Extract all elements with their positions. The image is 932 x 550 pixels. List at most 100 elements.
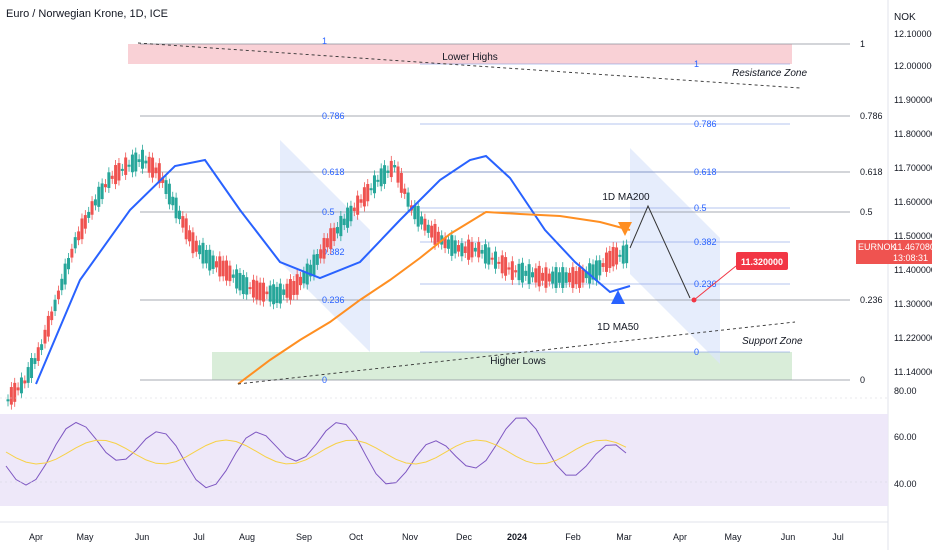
last-price-box [856, 240, 932, 264]
candle-body [292, 280, 296, 295]
candle-body [443, 237, 447, 249]
candle-body [359, 199, 363, 203]
candle-body [164, 180, 168, 195]
ma50-label: 1D MA50 [597, 322, 639, 333]
candle-body [551, 271, 555, 284]
candle-body [93, 199, 97, 206]
fib-inner-label: 0.5 [322, 207, 335, 217]
y-tick-label: 12.100000 [894, 29, 932, 39]
candle-body [497, 261, 501, 264]
candle-body [621, 245, 625, 264]
last-price-label: 11.467080 [893, 242, 932, 252]
fib-right-label: 0.618 [860, 167, 883, 177]
candle-body [369, 188, 373, 191]
candle-body [450, 235, 454, 256]
x-tick-label: Oct [349, 532, 364, 542]
candle-body [473, 247, 477, 252]
candle-body [413, 205, 417, 220]
candle-body [433, 223, 437, 245]
candle-body [265, 291, 269, 295]
candle-body [554, 267, 558, 288]
x-tick-label: Jun [781, 532, 796, 542]
candle-body [517, 263, 521, 281]
candle-body [33, 358, 37, 364]
candle-body [544, 267, 548, 288]
candle-body [601, 263, 605, 267]
candle-body [420, 216, 424, 225]
candle-body [342, 218, 346, 226]
rsi-band [0, 414, 888, 506]
y-tick-label: 11.700000 [894, 163, 932, 173]
candle-body [362, 187, 366, 207]
chart-title: Euro / Norwegian Krone, 1D, ICE [6, 8, 169, 20]
trendlines [137, 42, 801, 385]
candle-body [406, 192, 410, 207]
candle-body [225, 260, 229, 281]
candle-body [352, 207, 356, 212]
candle-body [214, 261, 218, 268]
candle-body [171, 196, 175, 206]
candle-body [188, 230, 192, 242]
candle-body [201, 242, 205, 264]
candle-body [547, 273, 551, 282]
candle-body [275, 286, 279, 303]
candle-body [571, 267, 575, 288]
candle-body [520, 262, 524, 283]
candle-body [56, 290, 60, 300]
candle-body [480, 249, 484, 254]
candle-body [50, 311, 54, 321]
candle-body [117, 163, 121, 181]
y-tick-label: 11.400000 [894, 265, 932, 275]
ma200-label: 1D MA200 [602, 192, 650, 203]
candle-body [198, 245, 202, 255]
candle-body [77, 231, 81, 241]
countdown-label: 13:08:31 [893, 253, 928, 263]
candle-body [366, 184, 370, 202]
candle-body [248, 287, 252, 290]
candle-body [389, 160, 393, 178]
fib-right-label: 0.786 [860, 111, 883, 121]
candle-body [124, 157, 128, 175]
candle-body [386, 170, 390, 173]
candle-body [319, 249, 323, 259]
candle-body [329, 228, 333, 249]
candle-body [615, 247, 619, 265]
target-connector [693, 265, 737, 301]
rsi-tick-label: 80.00 [894, 386, 917, 396]
candle-body [221, 260, 225, 277]
fib-proj-label: 0.382 [694, 237, 717, 247]
candle-body [530, 272, 534, 278]
candle-body [483, 244, 487, 264]
candle-body [490, 257, 494, 260]
candles [6, 144, 629, 410]
ma50-line [35, 154, 631, 385]
candle-body [262, 282, 266, 302]
candle-body [534, 268, 538, 283]
fib-proj-label: 0.5 [694, 203, 707, 213]
candle-body [43, 329, 47, 344]
candle-body [322, 237, 326, 259]
candle-body [151, 157, 155, 178]
y-tick-label: 11.300000 [894, 299, 932, 309]
candle-body [453, 240, 457, 254]
candle-body [618, 254, 622, 257]
rsi-line [5, 417, 627, 489]
candle-body [97, 186, 101, 207]
candle-body [208, 249, 212, 271]
ma200-line [237, 210, 631, 385]
candle-body [457, 245, 461, 252]
x-tick-label: May [724, 532, 742, 542]
candle-body [598, 260, 602, 276]
candle-body [107, 172, 111, 188]
candle-body [312, 254, 316, 276]
candle-body [46, 315, 50, 337]
candle-body [83, 215, 87, 229]
ma200-arrow [618, 222, 632, 236]
candle-body [258, 282, 262, 301]
candle-body [339, 215, 343, 237]
x-tick-label: Aug [239, 532, 255, 542]
y-tick-label: 12.000000 [894, 61, 932, 71]
candle-body [181, 216, 185, 228]
candle-body [191, 232, 195, 254]
